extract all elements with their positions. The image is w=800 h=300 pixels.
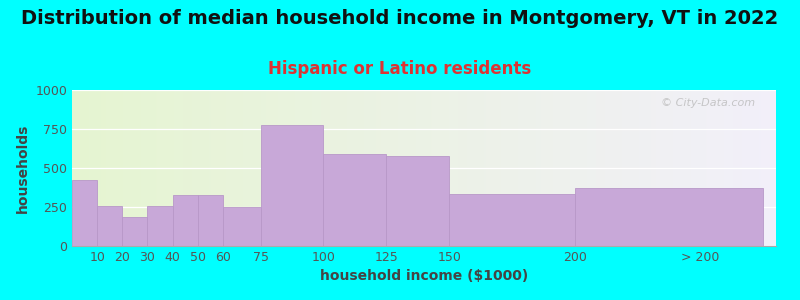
Bar (147, 206, 173, 246)
Bar (386, 155, 449, 246)
Bar (323, 154, 386, 246)
Bar (261, 125, 323, 246)
Bar (173, 195, 198, 246)
X-axis label: household income ($1000): household income ($1000) (320, 269, 528, 284)
Bar (223, 207, 261, 246)
Bar (449, 194, 575, 246)
Text: Hispanic or Latino residents: Hispanic or Latino residents (268, 60, 532, 78)
Y-axis label: households: households (16, 123, 30, 213)
Bar (575, 188, 763, 246)
Bar (72, 181, 97, 246)
Text: © City-Data.com: © City-Data.com (661, 98, 755, 108)
Bar (198, 195, 223, 246)
Text: Distribution of median household income in Montgomery, VT in 2022: Distribution of median household income … (22, 9, 778, 28)
Bar (122, 217, 147, 246)
Bar (97, 206, 122, 246)
